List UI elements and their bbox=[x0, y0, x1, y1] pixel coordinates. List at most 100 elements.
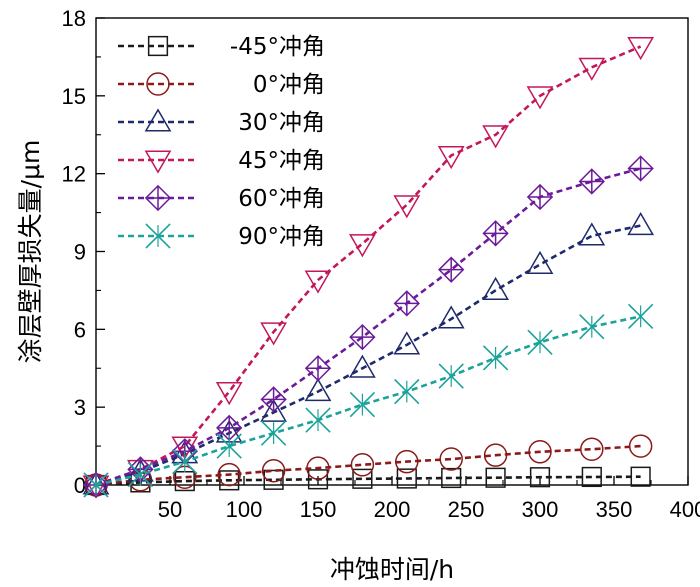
data-point bbox=[527, 329, 553, 355]
data-point bbox=[482, 125, 510, 149]
data-point bbox=[578, 57, 606, 81]
data-point bbox=[172, 448, 198, 475]
data-point bbox=[348, 234, 376, 258]
y-tick-label: 6 bbox=[74, 317, 86, 342]
data-point bbox=[437, 305, 465, 329]
y-axis-title: 涂层壁厚损失量/μm bbox=[16, 140, 45, 364]
data-point bbox=[627, 155, 654, 182]
x-axis-title: 冲蚀时间/h bbox=[330, 555, 454, 584]
legend-label: 90°冲角 bbox=[238, 224, 325, 250]
data-point bbox=[394, 378, 420, 405]
series-3 bbox=[82, 211, 655, 495]
data-point bbox=[395, 449, 419, 474]
series-6 bbox=[83, 303, 654, 498]
legend-entry: 60°冲角 bbox=[118, 184, 325, 212]
series-line bbox=[95, 475, 641, 487]
legend-marker bbox=[144, 108, 172, 132]
legend-entry: 90°冲角 bbox=[118, 223, 325, 250]
data-point bbox=[83, 472, 109, 498]
data-point bbox=[396, 468, 417, 489]
legend-label: 45°冲角 bbox=[238, 148, 325, 174]
data-point bbox=[349, 391, 376, 418]
data-point bbox=[348, 354, 376, 378]
data-point bbox=[627, 303, 654, 330]
y-tick-label: 12 bbox=[62, 162, 86, 187]
data-point bbox=[304, 378, 332, 402]
data-point bbox=[438, 363, 464, 389]
legend-entry: 30°冲角 bbox=[118, 108, 325, 136]
data-point bbox=[526, 86, 554, 110]
data-point bbox=[630, 466, 651, 487]
data-point bbox=[441, 467, 462, 489]
data-point bbox=[305, 407, 331, 433]
data-point bbox=[304, 270, 332, 294]
y-tick-label: 9 bbox=[74, 240, 86, 265]
legend-label: -45°冲角 bbox=[230, 34, 325, 60]
x-tick-label: 350 bbox=[596, 497, 633, 522]
data-point bbox=[306, 456, 330, 480]
series-5 bbox=[82, 155, 654, 499]
data-point bbox=[578, 168, 605, 195]
y-tick-label: 3 bbox=[74, 395, 86, 420]
data-point bbox=[216, 433, 242, 459]
x-tick-label: 100 bbox=[226, 497, 263, 522]
data-point bbox=[307, 469, 329, 490]
series-line bbox=[95, 45, 642, 487]
data-point bbox=[393, 195, 421, 219]
series-line bbox=[95, 444, 641, 487]
data-point bbox=[260, 398, 288, 422]
x-tick-label: 200 bbox=[374, 497, 411, 522]
data-point bbox=[438, 256, 465, 283]
data-point bbox=[482, 220, 509, 247]
data-point bbox=[260, 322, 288, 346]
legend-marker bbox=[147, 35, 169, 57]
x-tick-label: 300 bbox=[522, 497, 559, 522]
data-point bbox=[215, 382, 243, 406]
data-point bbox=[263, 469, 284, 490]
series-line bbox=[95, 315, 641, 487]
x-tick-label: 150 bbox=[300, 497, 337, 522]
x-tick-label: 50 bbox=[158, 497, 182, 522]
y-tick-label: 0 bbox=[74, 473, 86, 498]
series-1 bbox=[85, 466, 651, 496]
data-point bbox=[581, 466, 602, 488]
y-tick-label: 18 bbox=[62, 6, 86, 31]
y-tick-label: 15 bbox=[62, 84, 86, 109]
legend-label: 30°冲角 bbox=[238, 110, 325, 136]
data-point bbox=[627, 36, 655, 61]
data-point bbox=[217, 462, 241, 487]
legend-entry: 0°冲角 bbox=[118, 72, 325, 98]
data-point bbox=[526, 250, 554, 275]
legend-marker bbox=[144, 184, 172, 212]
x-tick-label: 400 bbox=[670, 497, 700, 522]
data-point bbox=[437, 145, 465, 170]
legend-label: 0°冲角 bbox=[253, 72, 325, 98]
data-point bbox=[261, 458, 286, 483]
legend-label: 60°冲角 bbox=[238, 186, 325, 212]
legend-marker bbox=[145, 223, 171, 249]
data-point bbox=[350, 453, 375, 477]
data-point bbox=[528, 440, 552, 464]
data-point bbox=[483, 443, 508, 467]
data-point bbox=[352, 468, 373, 489]
data-point bbox=[529, 467, 551, 488]
legend-marker bbox=[144, 150, 172, 174]
x-tick-label: 250 bbox=[448, 497, 485, 522]
plot-area: 50 100 150 200 250 300 350 400 0 3 6 9 12 15 18 bbox=[62, 6, 700, 522]
data-point bbox=[393, 290, 420, 317]
data-point bbox=[127, 461, 154, 488]
data-point bbox=[526, 183, 554, 211]
data-point bbox=[627, 211, 655, 236]
legend: -45°冲角 0°冲角 30°冲角 45°冲角 60°冲角 90°冲角 bbox=[118, 34, 325, 250]
data-point bbox=[349, 323, 376, 351]
series-2 bbox=[84, 434, 653, 497]
series-4 bbox=[82, 36, 655, 499]
data-point bbox=[579, 314, 605, 340]
data-point bbox=[393, 331, 421, 355]
data-point bbox=[304, 355, 332, 382]
legend-entry: 45°冲角 bbox=[118, 148, 325, 174]
data-point bbox=[578, 222, 606, 246]
legend-marker bbox=[146, 72, 170, 96]
data-point bbox=[628, 434, 653, 458]
